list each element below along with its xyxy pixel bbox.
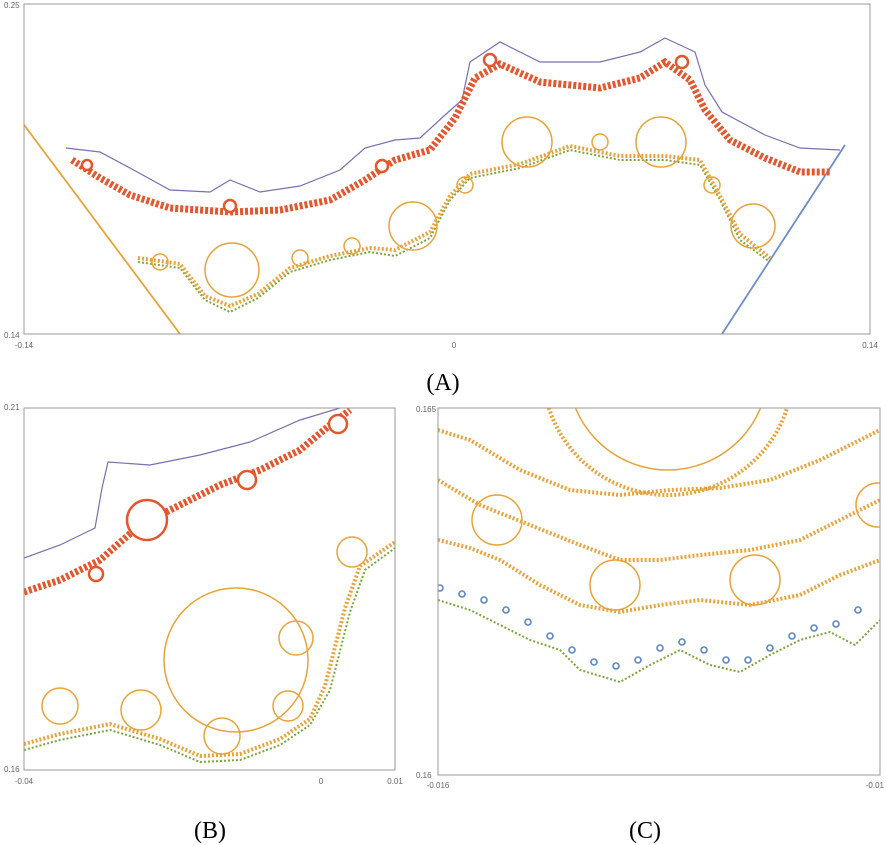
circle [41, 687, 79, 725]
bead [482, 52, 498, 68]
circle [343, 237, 361, 255]
boundary-curve [24, 408, 341, 559]
beaded-band [24, 408, 353, 596]
circle [730, 203, 776, 249]
circle [635, 116, 687, 168]
panel-b-plot [24, 408, 395, 764]
plot-frame [23, 407, 396, 771]
circle [471, 494, 523, 546]
ring [502, 606, 510, 614]
ring [438, 584, 444, 592]
y-tick-label: 0.165 [416, 405, 437, 414]
panel-a-plot [24, 37, 846, 334]
ring [678, 638, 686, 646]
circle [336, 536, 368, 568]
edge-curve [438, 599, 880, 684]
circle [204, 242, 260, 298]
ring [634, 656, 642, 664]
edge-curve [137, 148, 771, 314]
circle [388, 201, 438, 251]
ring [810, 624, 818, 632]
circle [272, 690, 304, 722]
ring [612, 662, 620, 670]
panel-caption: (A) [426, 370, 459, 396]
ring [546, 632, 554, 640]
x-tick-label: 0 [319, 777, 324, 786]
circle [501, 116, 553, 168]
circle [703, 176, 721, 194]
circle [163, 587, 309, 733]
panel-caption: (B) [194, 818, 226, 844]
circle [456, 176, 474, 194]
ring [480, 596, 488, 604]
ring [788, 632, 796, 640]
edge-curve [24, 547, 395, 764]
bead [222, 198, 238, 214]
x-tick-label: 0 [452, 341, 457, 350]
panel-b: 0.21 0.16 -0.04 0 0.01 (B) [4, 403, 403, 844]
orange-band [438, 428, 880, 498]
panel-c-plot [438, 408, 880, 684]
plot-frame [23, 3, 871, 335]
x-tick-label: -0.01 [866, 781, 885, 790]
ring [744, 656, 752, 664]
ring [854, 606, 862, 614]
boundary-curve [65, 37, 841, 193]
x-tick-label: -0.016 [427, 781, 450, 790]
y-tick-label: 0.25 [4, 1, 20, 10]
x-tick-label: -0.04 [15, 777, 34, 786]
blue-rings [438, 584, 862, 670]
bead [125, 498, 169, 542]
circle [589, 559, 641, 611]
orange-band [24, 540, 395, 759]
circle [151, 253, 169, 271]
boundary-line [24, 123, 181, 334]
bead [674, 54, 690, 70]
ring [458, 590, 466, 598]
ring [656, 644, 664, 652]
y-tick-label: 0.16 [4, 765, 20, 774]
ring [524, 618, 532, 626]
x-tick-label: -0.14 [15, 341, 34, 350]
boundary-line [721, 144, 846, 334]
ring [832, 620, 840, 628]
orange-band [438, 538, 880, 615]
bead [236, 469, 258, 491]
panel-caption: (C) [629, 818, 661, 844]
panel-c: 0.165 0.16 -0.016 -0.01 (C) [416, 405, 885, 844]
circle [729, 554, 781, 606]
ring [590, 658, 598, 666]
circle [591, 133, 609, 151]
panel-a: 0.25 0.14 -0.14 0 0.14 (A) [4, 1, 878, 396]
y-tick-label: 0.21 [4, 403, 20, 412]
ring [766, 644, 774, 652]
plot-frame [437, 407, 881, 776]
ring [568, 646, 576, 654]
bead [87, 565, 105, 583]
circle [855, 482, 880, 528]
y-tick-label: 0.16 [416, 771, 432, 780]
x-tick-label: 0.14 [862, 341, 878, 350]
orange-band [137, 143, 772, 309]
ring [700, 646, 708, 654]
circle [120, 689, 162, 731]
ring [722, 656, 730, 664]
orange-band [546, 408, 790, 497]
orange-band [438, 478, 880, 562]
bead [327, 413, 349, 435]
bead [374, 158, 390, 174]
x-tick-label: 0.01 [387, 777, 403, 786]
beaded-band [70, 57, 830, 216]
circle [574, 408, 762, 471]
circle [291, 249, 309, 267]
circle [278, 620, 314, 656]
circle [203, 717, 241, 755]
bead [80, 158, 94, 172]
y-tick-label: 0.14 [4, 331, 20, 340]
